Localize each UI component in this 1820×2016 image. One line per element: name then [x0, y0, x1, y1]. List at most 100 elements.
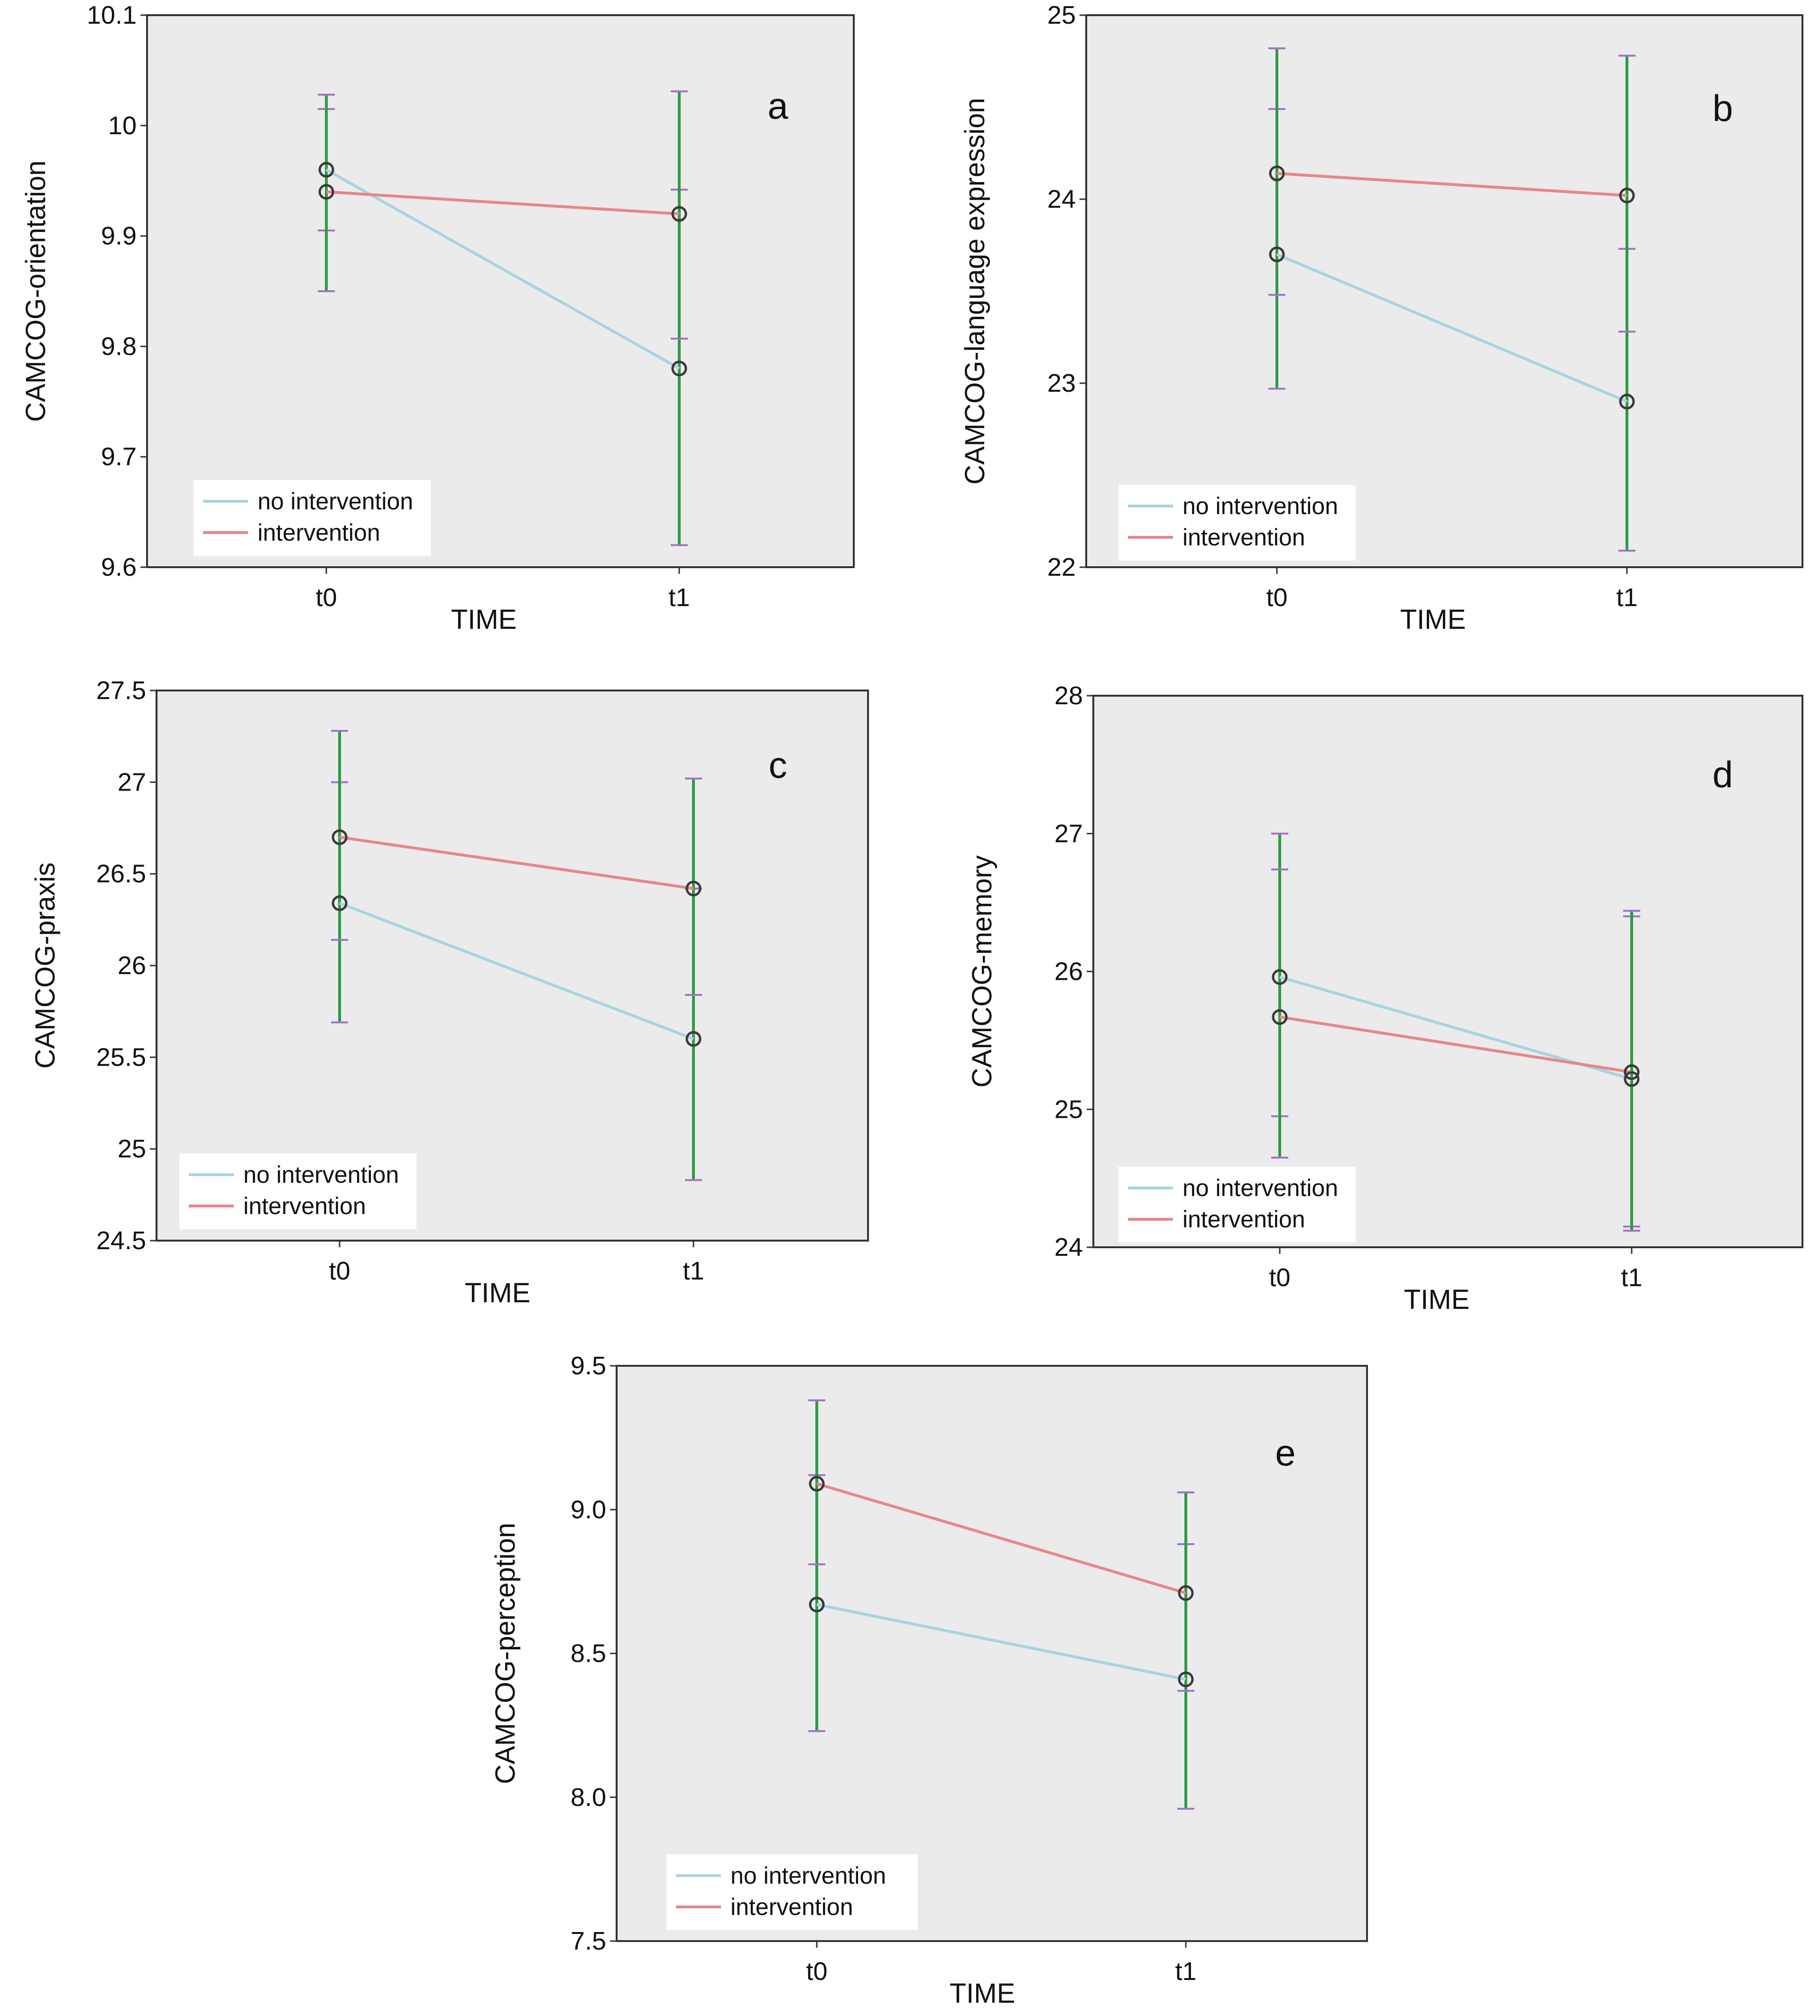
data-point	[1178, 1671, 1194, 1687]
data-point	[1624, 1064, 1640, 1080]
legend-box	[1118, 485, 1356, 561]
legend-label: intervention	[243, 1193, 366, 1219]
series-line	[816, 1482, 1186, 1595]
panel-letter: c	[769, 744, 787, 786]
x-axis-title: TIME	[1400, 604, 1466, 635]
y-tick-label: 26	[1054, 957, 1083, 986]
y-tick-label: 9.5	[571, 1352, 606, 1380]
y-tick-label: 28	[1054, 681, 1083, 710]
y-tick-label: 8.5	[571, 1639, 606, 1668]
y-tick-label: 9.7	[101, 442, 137, 471]
panel-letter: e	[1275, 1432, 1295, 1473]
y-tick-label: 9.9	[101, 222, 137, 250]
x-tick-label: t1	[1175, 1957, 1196, 1986]
chart-panel-c: 24.5 25 25.5 26 26.5 27 27.5 t0 t1 TIME CAMCOG-pra…	[30, 676, 869, 1308]
series-line	[325, 168, 680, 370]
data-point	[332, 895, 348, 911]
legend-box	[194, 480, 431, 556]
y-tick-label: 26	[118, 951, 146, 980]
legend-label: no intervention	[243, 1161, 399, 1188]
x-tick-label: t1	[683, 1257, 704, 1285]
y-tick-label: 22	[1047, 553, 1076, 581]
y-tick-label: 27.5	[96, 676, 146, 705]
legend-box	[666, 1854, 918, 1930]
y-axis-title: CAMCOG-orientation	[20, 160, 51, 422]
legend: no intervention intervention	[1118, 1167, 1356, 1243]
plot-area	[146, 14, 855, 568]
legend-box	[179, 1153, 416, 1229]
y-tick-label: 25.5	[96, 1043, 146, 1071]
data-point	[685, 881, 702, 897]
legend-label: intervention	[730, 1894, 853, 1920]
series-line	[339, 902, 694, 1040]
data-point	[671, 206, 687, 222]
data-point	[1619, 187, 1635, 203]
x-axis-title: TIME	[950, 1978, 1016, 2009]
y-axis-title: CAMCOG-perception	[490, 1523, 521, 1784]
data-point	[1619, 394, 1635, 410]
y-axis-title: CAMCOG-praxis	[30, 862, 61, 1068]
legend: no intervention intervention	[1118, 485, 1356, 561]
chart-panel-b: 22 23 24 25 t0 t1 TIME CAMCOG-language expressi…	[960, 1, 1803, 635]
y-tick-label: 25	[1047, 1, 1076, 29]
data-point	[1272, 1009, 1288, 1025]
x-tick-label: t0	[1266, 583, 1287, 612]
legend-label: intervention	[258, 519, 380, 546]
x-axis-title: TIME	[451, 604, 517, 635]
x-tick-label: t0	[1269, 1263, 1290, 1292]
data-point	[1178, 1585, 1194, 1601]
y-tick-label: 9.6	[101, 553, 137, 581]
data-point	[685, 1031, 702, 1047]
x-tick-label: t0	[329, 1257, 350, 1285]
legend-label: intervention	[1183, 524, 1305, 551]
data-point	[809, 1476, 825, 1492]
legend-label: no intervention	[1183, 493, 1338, 519]
data-point	[671, 360, 687, 377]
y-tick-label: 27	[1054, 819, 1083, 848]
data-point	[1269, 246, 1285, 262]
y-tick-label: 9.8	[101, 332, 137, 360]
x-tick-label: t1	[1616, 583, 1637, 612]
data-point	[1269, 166, 1285, 182]
y-tick-label: 9.0	[571, 1495, 606, 1524]
x-tick-label: t1	[1621, 1263, 1642, 1292]
panel-letter: d	[1712, 754, 1733, 795]
chart-panel-d: 24 25 26 27 28 t0 t1 TIME CAMCOG-memory d no inter…	[967, 681, 1803, 1315]
legend-label: intervention	[1183, 1206, 1305, 1233]
plot-area	[616, 1365, 1368, 1942]
legend-label: no intervention	[258, 488, 413, 515]
legend-label: no intervention	[1183, 1175, 1338, 1201]
y-tick-label: 8.0	[571, 1783, 606, 1812]
x-tick-label: t0	[806, 1957, 827, 1986]
y-tick-label: 24	[1047, 185, 1076, 213]
y-tick-label: 24.5	[96, 1226, 146, 1255]
series-line	[339, 836, 694, 890]
data-point	[318, 162, 334, 178]
panel-letter: a	[767, 85, 788, 127]
legend: no intervention intervention	[179, 1153, 416, 1229]
y-tick-label: 27	[118, 768, 146, 796]
y-axis-title: CAMCOG-memory	[967, 856, 998, 1088]
x-tick-label: t0	[315, 583, 337, 612]
x-axis-title: TIME	[1404, 1284, 1470, 1315]
legend-box	[1118, 1167, 1356, 1243]
x-axis-title: TIME	[465, 1278, 531, 1308]
y-tick-label: 25	[118, 1135, 146, 1163]
y-tick-label: 10	[108, 111, 137, 140]
data-point	[1272, 969, 1288, 985]
legend-label: no intervention	[730, 1862, 886, 1889]
legend: no intervention intervention	[666, 1854, 918, 1930]
y-tick-label: 23	[1047, 369, 1076, 397]
series-line	[816, 1603, 1186, 1681]
data-point	[318, 184, 334, 200]
y-axis-title: CAMCOG-language expression	[960, 98, 990, 485]
y-tick-label: 10.1	[87, 1, 137, 29]
y-tick-label: 25	[1054, 1095, 1083, 1123]
series-line	[1276, 172, 1627, 197]
plot-area	[1092, 695, 1803, 1248]
y-tick-label: 24	[1054, 1233, 1083, 1261]
chart-panel-e: 7.5 8.0 8.5 9.0 9.5 t0 t1 TIME CAMCOG-perception…	[490, 1352, 1368, 2009]
y-tick-label: 26.5	[96, 860, 146, 888]
x-tick-label: t1	[668, 583, 690, 612]
plot-area	[1085, 14, 1803, 568]
